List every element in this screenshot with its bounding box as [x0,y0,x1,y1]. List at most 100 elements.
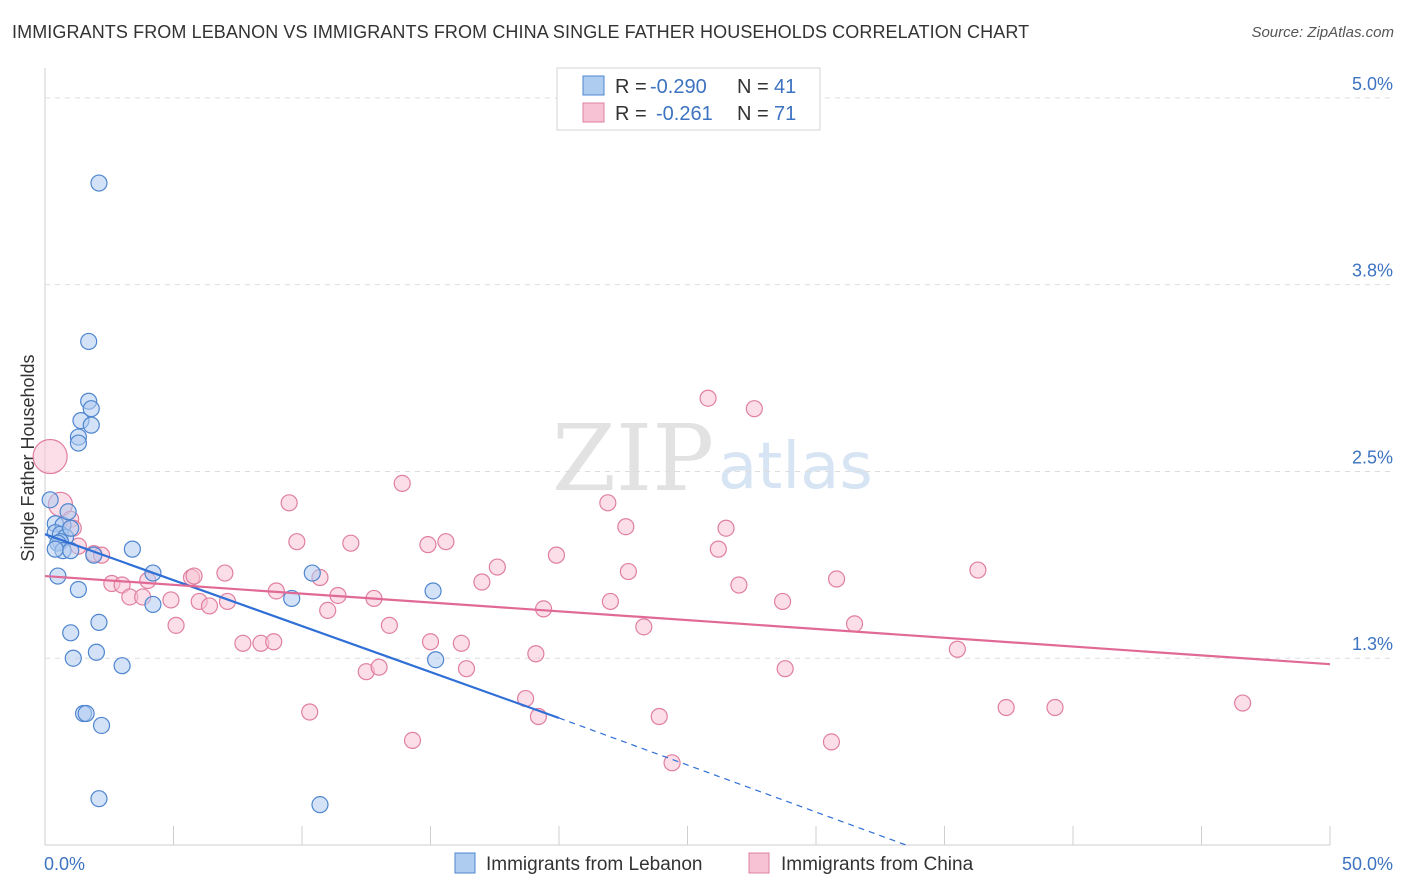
lebanon-point [113,657,131,675]
legend-swatch-china [582,102,605,123]
legend-n-label-lebanon: N = [737,76,769,98]
lebanon-point [69,580,88,599]
legend-n-value-lebanon: 41 [774,76,796,98]
china-point [421,633,440,651]
china-point [370,658,388,676]
lebanon-point [80,332,98,351]
lebanon-point [62,624,80,642]
china-point [265,633,283,651]
china-point [776,660,794,678]
china-point [969,561,987,579]
x-ticks [44,826,1331,845]
china-point [403,731,422,750]
china-point [473,573,491,591]
china-point [822,733,841,751]
legend-n-label-china: N = [737,103,769,125]
china-point [997,698,1015,717]
lebanon-point [59,503,77,521]
china-point [437,533,455,551]
x-tick-label-min: 0.0% [44,854,85,874]
y-tick-label: 2.5% [1352,447,1393,467]
china-point [452,634,470,652]
watermark-zip: ZIP [552,405,714,512]
china-point [342,534,360,552]
y-tick-labels: 1.3% 2.5% 3.8% 5.0% [1352,74,1393,654]
lebanon-point [90,613,108,631]
china-point [827,570,846,588]
watermark-atlas: atlas [718,430,873,504]
legend-r-value-lebanon: -0.290 [650,76,707,98]
china-trend-line [44,574,1331,666]
china-point [599,494,617,512]
series-legend-swatch-lebanon [454,852,476,874]
china-point [617,518,635,536]
x-tick-label-max: 50.0% [1342,854,1393,874]
legend-swatch-lebanon [582,75,605,96]
legend-r-value-china: -0.261 [656,103,713,125]
lebanon-trend-line [44,533,560,720]
series-legend: Immigrants from Lebanon Immigrants from … [454,852,974,875]
china-point [663,754,681,772]
trend-lines [44,533,1331,846]
china-point [635,618,653,636]
chart-title: IMMIGRANTS FROM LEBANON VS IMMIGRANTS FR… [12,22,1030,42]
china-point [234,634,252,652]
china-point [419,536,437,554]
lebanon-point [303,564,321,582]
grid-lines [45,97,1393,659]
lebanon-point [62,519,80,537]
china-point [457,660,476,678]
stats-legend: R = -0.290 N = 41 R = -0.261 N = 71 [556,67,821,131]
china-point [1046,698,1064,717]
legend-n-value-china: 71 [774,103,796,125]
series-legend-swatch-china [748,852,770,874]
chart-source: Source: ZipAtlas.com [1251,24,1394,41]
lebanon-points [41,174,445,814]
lebanon-point [90,174,108,192]
y-axis-label: Single Father Households [18,354,38,561]
china-point [216,564,234,582]
china-point [619,562,637,581]
china-point [699,389,717,407]
watermark: ZIP atlas [552,405,873,512]
china-point [200,597,219,615]
china-point [1234,694,1252,712]
series-legend-label-china: Immigrants from China [781,854,974,875]
china-point [301,703,319,721]
lebanon-point [87,643,106,661]
china-point [730,576,748,594]
lebanon-point [90,790,108,808]
lebanon-point [424,582,442,600]
legend-r-label-lebanon: R = [615,76,647,98]
lebanon-point [69,434,88,452]
china-point [948,640,966,658]
china-point [601,592,620,611]
lebanon-point [64,649,82,667]
china-point [717,519,735,537]
lebanon-point [46,540,64,558]
lebanon-point [41,491,59,509]
lebanon-trend-extension [558,717,907,846]
china-point [167,616,185,634]
china-points [32,389,1252,772]
china-point [380,616,398,634]
china-point [650,707,668,726]
lebanon-point [311,796,329,814]
y-tick-label: 3.8% [1352,261,1393,281]
china-point [162,591,180,609]
series-legend-label-lebanon: Immigrants from Lebanon [486,854,703,875]
lebanon-point [427,651,445,669]
lebanon-point [92,716,111,735]
china-point [773,592,792,611]
lebanon-point [123,540,141,558]
china-point [32,438,68,475]
y-tick-label: 5.0% [1352,74,1393,94]
lebanon-point [144,595,162,614]
china-point [547,546,566,564]
china-point [288,533,306,551]
china-point [488,558,506,576]
lebanon-point [82,416,100,434]
china-point [845,615,864,633]
china-point [280,494,298,512]
